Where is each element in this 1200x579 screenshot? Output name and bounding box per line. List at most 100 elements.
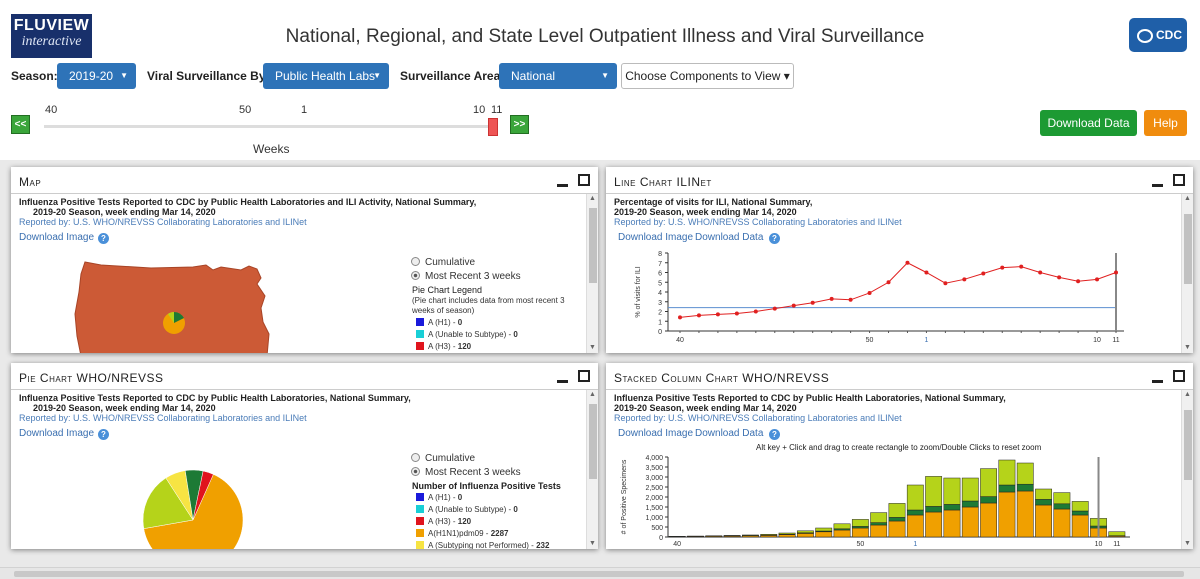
scrollbar[interactable]: ▲ ▼ xyxy=(1181,194,1193,353)
us-map[interactable] xyxy=(71,256,271,353)
stacked-bar-segment xyxy=(906,509,924,516)
stacked-bar-segment xyxy=(1035,504,1052,538)
surveillance-by-select[interactable]: Public Health Labs ▼ xyxy=(263,63,389,89)
download-data-button[interactable]: Download Data xyxy=(1040,110,1137,136)
y-tick-label: 1,000 xyxy=(645,515,663,522)
ili-data-point xyxy=(753,309,758,314)
ili-data-point xyxy=(1076,279,1081,284)
season-label: Season: xyxy=(11,69,58,83)
download-image-link[interactable]: Download Image xyxy=(618,428,694,439)
y-tick-label: 4,000 xyxy=(645,455,663,462)
map-region[interactable] xyxy=(74,261,270,353)
stacked-bar-segment xyxy=(851,527,869,538)
y-tick-label: 2,000 xyxy=(645,495,663,502)
x-tick-label: 40 xyxy=(673,541,681,548)
x-tick-label: 50 xyxy=(866,337,874,344)
stacked-bar-segment xyxy=(906,484,924,511)
legend-title: Pie Chart Legend xyxy=(412,285,483,295)
maximize-icon[interactable] xyxy=(1173,370,1185,382)
surveillance-area-select[interactable]: National ▼ xyxy=(499,63,617,89)
maximize-icon[interactable] xyxy=(578,370,590,382)
surveillance-by-label: Viral Surveillance By: xyxy=(147,69,270,83)
x-tick-label: 50 xyxy=(856,541,864,548)
y-tick-label: 2,500 xyxy=(645,485,663,492)
recent-3-weeks-radio[interactable]: Most Recent 3 weeks xyxy=(411,467,521,478)
minimize-icon[interactable] xyxy=(557,380,568,383)
slider-tick: 1 xyxy=(301,104,308,116)
fluview-logo[interactable]: FLUVIEW interactive xyxy=(11,14,92,58)
help-button[interactable]: Help xyxy=(1144,110,1187,136)
recent-3-weeks-radio[interactable]: Most Recent 3 weeks xyxy=(411,271,521,282)
ili-data-point xyxy=(1114,270,1118,275)
horizontal-scrollbar[interactable] xyxy=(0,567,1200,579)
stacked-bar-segment xyxy=(1071,510,1089,516)
y-tick-label: 3,000 xyxy=(645,475,663,482)
pie-slice xyxy=(192,470,214,521)
panel-header: Line Chart ILINet xyxy=(606,167,1193,194)
prev-week-button[interactable]: << xyxy=(11,115,30,134)
stacked-column-chart[interactable]: 0 500 1,000 1,500 2,000 2,500 3,000 3,500 4,000 #… xyxy=(616,453,1176,549)
minimize-icon[interactable] xyxy=(1152,380,1163,383)
stacked-bar-segment xyxy=(961,506,979,538)
week-slider-track[interactable] xyxy=(44,125,494,128)
y-tick-label: 0 xyxy=(658,329,662,336)
source-link[interactable]: Reported by: U.S. WHO/NREVSS Collaborati… xyxy=(19,413,307,423)
season-select[interactable]: 2019-20 ▼ xyxy=(57,63,136,89)
legend-item: A (H3) - 120 xyxy=(416,517,471,526)
x-tick-label: 1 xyxy=(924,337,928,344)
download-image-link[interactable]: Download Image xyxy=(618,232,694,243)
x-tick-label: 1 xyxy=(913,541,917,548)
slider-label: Weeks xyxy=(253,142,290,156)
x-tick-label: 40 xyxy=(676,337,684,344)
caret-down-icon: ▼ xyxy=(601,71,609,80)
week-slider-handle[interactable] xyxy=(488,118,498,136)
stacked-bar-segment xyxy=(980,502,998,538)
y-axis-label: % of visits for ILI xyxy=(635,266,642,317)
pie-chart[interactable] xyxy=(131,450,311,549)
stacked-bar-segment xyxy=(1053,508,1071,538)
stacked-bar-segment xyxy=(870,512,888,523)
legend-item: A (Subtyping not Performed) - 232 xyxy=(416,541,549,549)
cumulative-radio[interactable]: Cumulative xyxy=(411,453,475,464)
help-icon[interactable]: ? xyxy=(98,233,109,244)
cdc-logo[interactable]: CDC xyxy=(1129,18,1187,52)
stacked-bar-segment xyxy=(1035,499,1052,506)
stacked-bar-segment xyxy=(870,522,888,526)
help-icon[interactable]: ? xyxy=(769,233,780,244)
download-data-link[interactable]: Download Data xyxy=(695,232,764,243)
ili-data-point xyxy=(1019,264,1024,269)
choose-components-button[interactable]: Choose Components to View ▾ xyxy=(621,63,794,89)
maximize-icon[interactable] xyxy=(1173,174,1185,186)
stacked-bar-segment xyxy=(1016,462,1034,485)
stacked-bar-segment xyxy=(815,527,833,532)
ili-data-point xyxy=(924,270,929,275)
pie-slice xyxy=(168,312,174,323)
download-image-link[interactable]: Download Image xyxy=(19,232,95,243)
source-link[interactable]: Reported by: U.S. WHO/NREVSS Collaborati… xyxy=(19,217,307,227)
scrollbar[interactable]: ▲ ▼ xyxy=(1181,390,1193,549)
download-data-link[interactable]: Download Data xyxy=(695,428,764,439)
help-icon[interactable]: ? xyxy=(769,429,780,440)
source-link[interactable]: Reported by: U.S. WHO/NREVSS Collaborati… xyxy=(614,217,902,227)
help-icon[interactable]: ? xyxy=(98,429,109,440)
stacked-bar-segment xyxy=(925,506,943,513)
chart-title: Influenza Positive Tests Reported to CDC… xyxy=(19,197,477,217)
next-week-button[interactable]: >> xyxy=(510,115,529,134)
download-image-link[interactable]: Download Image xyxy=(19,428,95,439)
maximize-icon[interactable] xyxy=(578,174,590,186)
source-link[interactable]: Reported by: U.S. WHO/NREVSS Collaborati… xyxy=(614,413,902,423)
stacked-bar-segment xyxy=(961,500,979,508)
cumulative-radio[interactable]: Cumulative xyxy=(411,257,475,268)
ili-data-point xyxy=(715,312,720,317)
top-area: FLUVIEW interactive National, Regional, a… xyxy=(0,0,1200,160)
scrollbar[interactable]: ▲ ▼ xyxy=(586,194,598,353)
ili-data-point xyxy=(772,306,777,311)
stacked-bar-segment xyxy=(1071,501,1089,512)
scrollbar[interactable]: ▲ ▼ xyxy=(586,390,598,549)
minimize-icon[interactable] xyxy=(1152,184,1163,187)
minimize-icon[interactable] xyxy=(557,184,568,187)
ili-line-chart[interactable]: 0 1 2 3 4 5 6 7 8 % of visits for ILI 40 50 1 10 11 xyxy=(616,249,1176,353)
pie-slice xyxy=(143,474,244,549)
y-tick-label: 1 xyxy=(658,319,662,326)
y-tick-label: 2 xyxy=(658,310,662,317)
